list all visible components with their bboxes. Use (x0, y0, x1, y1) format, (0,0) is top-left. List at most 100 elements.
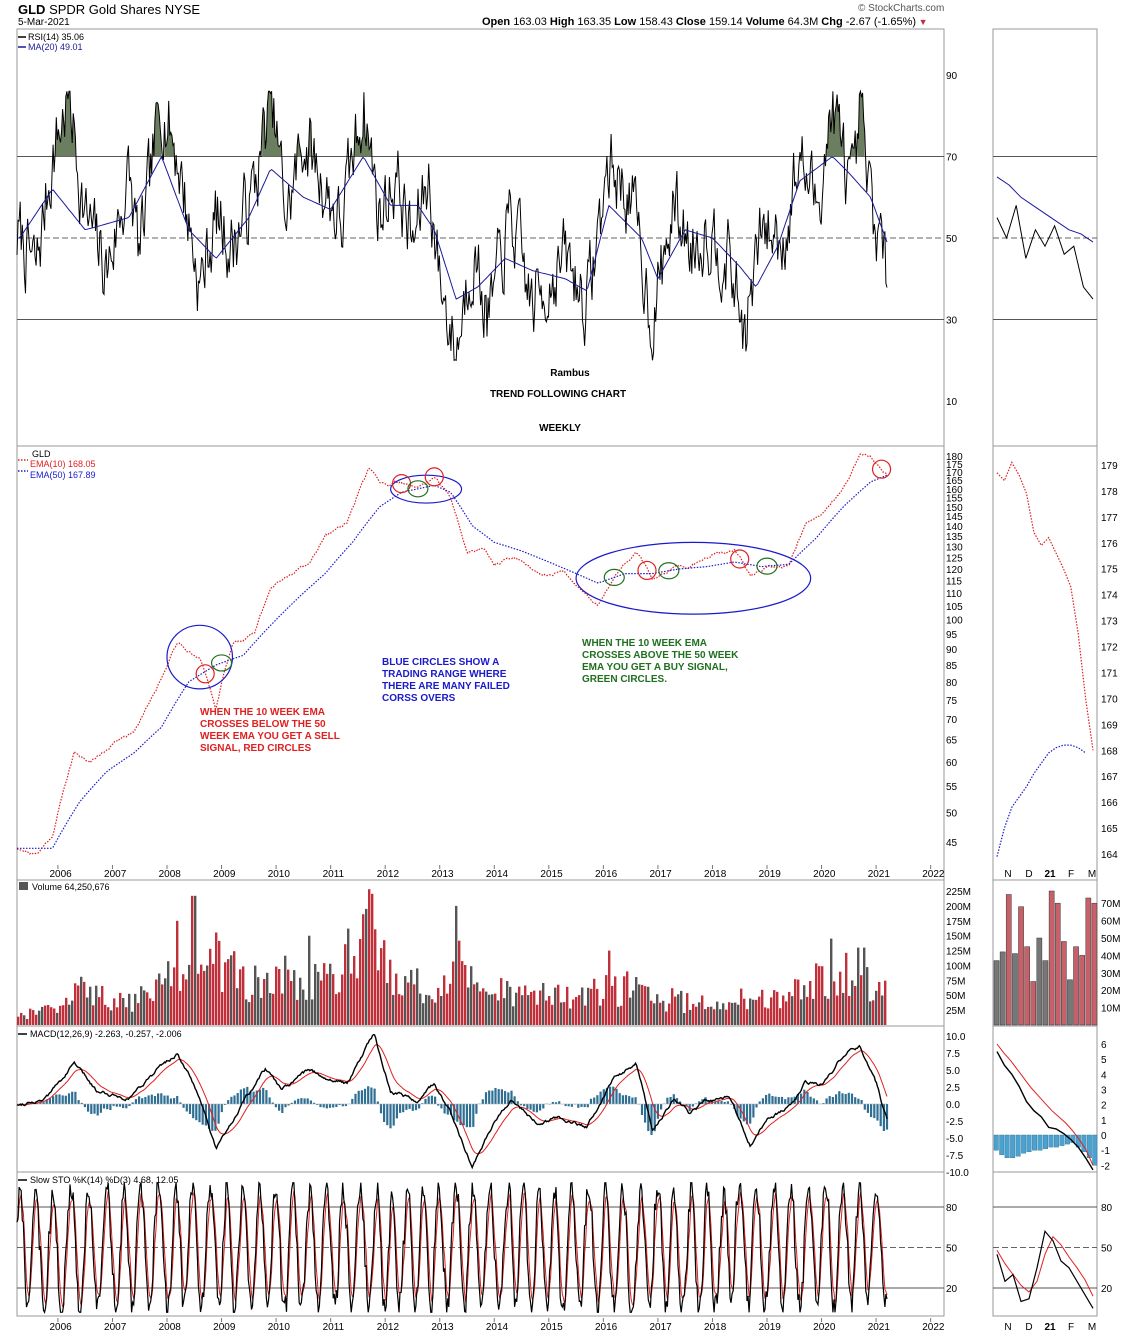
macd-histogram-bar (504, 1091, 507, 1104)
volume-bar (311, 999, 314, 1025)
y-tick-label: 200M (946, 902, 971, 913)
volume-bar (635, 977, 638, 1025)
inset-x-tick-label: F (1068, 1322, 1074, 1333)
macd-histogram-bar (74, 1091, 77, 1104)
macd-histogram-bar (847, 1092, 850, 1104)
volume-bar (548, 996, 551, 1025)
macd-histogram-bar (605, 1087, 608, 1104)
volume-bar (395, 973, 398, 1025)
volume-bar (884, 980, 887, 1025)
macd-histogram-bar (628, 1096, 631, 1104)
macd-histogram-bar (201, 1104, 204, 1125)
macd-histogram-bar (389, 1104, 392, 1129)
macd-histogram-bar (624, 1095, 628, 1104)
volume-bar (551, 1004, 554, 1025)
inset-y-tick-label: 70M (1101, 899, 1120, 910)
macd-histogram-bar (469, 1104, 472, 1128)
x-tick-label: 2018 (704, 1322, 727, 1333)
volume-bar (293, 970, 296, 1025)
sell-signal-circle (871, 459, 892, 479)
macd-histogram-bar (83, 1104, 86, 1108)
x-tick-label: 2007 (104, 869, 127, 880)
sto-k-line (16, 1180, 888, 1315)
volume-bar (692, 1003, 695, 1025)
inset-y-tick-label: 30M (1101, 969, 1120, 980)
x-tick-label: 2014 (486, 1322, 509, 1333)
macd-histogram-bar (570, 1104, 573, 1107)
x-tick-label: 2010 (268, 869, 291, 880)
volume-bar (812, 998, 815, 1025)
annotation-sell-text: SIGNAL, RED CIRCLES (200, 743, 311, 754)
macd-histogram-bar (71, 1091, 74, 1104)
inset-volume-bar (1024, 946, 1030, 1026)
volume-bar (356, 978, 359, 1025)
volume-bar (803, 985, 806, 1025)
macd-histogram-bar (841, 1093, 844, 1104)
macd-histogram-bar (863, 1104, 866, 1110)
y-tick-label: 150 (946, 503, 963, 514)
volume-bar (779, 1008, 782, 1025)
macd-histogram-bar (656, 1104, 659, 1119)
x-tick-label: 2006 (50, 869, 73, 880)
volume-bar (20, 1012, 23, 1025)
volume-bar (605, 975, 608, 1025)
volume-bar (563, 1002, 566, 1025)
volume-bar (398, 994, 401, 1025)
macd-histogram-bar (707, 1101, 710, 1104)
volume-bar (323, 963, 326, 1025)
volume-bar (503, 998, 506, 1025)
volume-bar (458, 940, 461, 1025)
y-tick-label: 90 (946, 645, 958, 656)
macd-histogram-bar (45, 1099, 48, 1104)
volume-bar (32, 1010, 35, 1025)
volume-bar (263, 979, 266, 1025)
macd-histogram-bar (64, 1095, 67, 1104)
inset-macd-histogram-bar (1026, 1134, 1032, 1152)
low-value: 158.43 (639, 16, 673, 28)
inset-y-tick-label: 173 (1101, 617, 1118, 628)
inset-volume-bar (993, 960, 1000, 1026)
macd-histogram-bar (309, 1100, 312, 1104)
y-tick-label: 175 (946, 460, 963, 471)
buy-signal-circle (756, 557, 778, 575)
volume-bar (239, 969, 242, 1025)
volume-bar (593, 978, 596, 1025)
volume-bar (188, 964, 191, 1025)
macd-histogram-bar (112, 1104, 115, 1106)
volume-bar (359, 939, 362, 1025)
volume-bar (872, 1000, 875, 1025)
volume-bar (257, 977, 260, 1025)
macd-histogram-bar (497, 1089, 500, 1104)
volume-bar (710, 1006, 713, 1025)
macd-histogram-bar (118, 1104, 122, 1107)
macd-histogram-bar (243, 1088, 246, 1104)
macd-histogram-bar (822, 1103, 825, 1104)
volume-bar (47, 1005, 50, 1025)
macd-histogram-bar (214, 1104, 217, 1131)
macd-histogram-bar (150, 1094, 153, 1104)
volume-bar (650, 1000, 653, 1025)
volume-bar (26, 1019, 29, 1025)
volume-bar (470, 966, 473, 1025)
inset-y-tick-label: 172 (1101, 643, 1118, 654)
y-tick-label: 80 (946, 1203, 958, 1214)
volume-bar (137, 1003, 140, 1025)
macd-histogram-bar (354, 1093, 357, 1104)
macd-histogram-bar (554, 1102, 558, 1104)
volume-bar (848, 996, 851, 1025)
macd-histogram-bar (666, 1097, 669, 1104)
x-tick-label: 2015 (540, 1322, 563, 1333)
macd-histogram-bar (691, 1104, 694, 1107)
volume-bar (623, 976, 626, 1025)
volume-bar (680, 990, 683, 1025)
macd-histogram-bar (790, 1097, 793, 1104)
volume-bar (512, 1006, 515, 1025)
inset-y-tick-label: 175 (1101, 565, 1118, 576)
x-tick-label: 2010 (268, 1322, 291, 1333)
volume-bar (368, 889, 371, 1025)
y-tick-label: 165 (946, 476, 963, 487)
macd-histogram-bar (465, 1104, 468, 1128)
macd-histogram-bar (586, 1104, 589, 1108)
volume-bar (722, 1003, 725, 1025)
macd-histogram-bar (173, 1098, 176, 1104)
